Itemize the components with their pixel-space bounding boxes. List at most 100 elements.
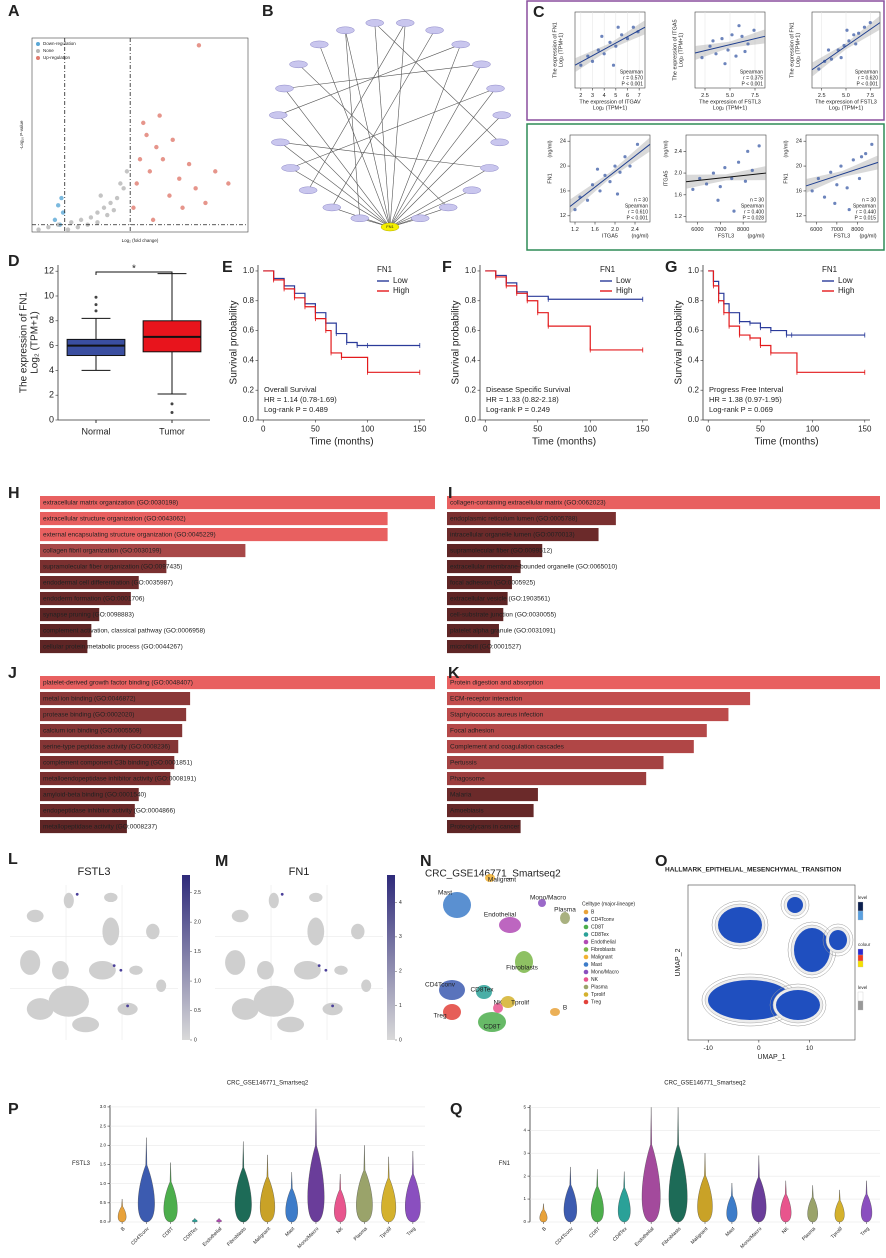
point — [816, 176, 820, 181]
legend-label: High — [838, 286, 854, 295]
expressing-cell — [119, 968, 123, 972]
edge — [389, 114, 502, 228]
y-axis-label: Survival probability — [451, 301, 462, 385]
bar-label: supramolecular fiber (GO:0099512) — [450, 547, 552, 554]
y-tick-label: 16 — [560, 188, 566, 194]
x-tick-label: 10 — [806, 1045, 814, 1052]
point — [131, 205, 136, 210]
point — [585, 198, 590, 202]
colorbar-tick-label: 0 — [194, 1037, 197, 1043]
fit-line — [574, 26, 646, 66]
panel-letter: N — [420, 853, 432, 870]
cell-cloud — [104, 892, 118, 903]
colorbar-tick-label: 1 — [399, 1003, 402, 1009]
cluster — [499, 917, 521, 933]
point — [111, 207, 117, 213]
bar — [447, 640, 491, 654]
x-tick-label: B — [541, 1226, 548, 1233]
legend-swatch — [36, 42, 40, 46]
point — [95, 210, 100, 215]
bar — [447, 820, 521, 834]
stat-text: r = 0.620 — [858, 75, 878, 81]
annotation: Log-rank P = 0.489 — [264, 405, 328, 414]
point — [196, 43, 202, 48]
x-tick-label: 0 — [483, 425, 488, 434]
y-tick-label: 1.2 — [674, 214, 682, 220]
y-axis-label: UMAP_2 — [675, 948, 682, 976]
violin — [780, 1180, 792, 1223]
cell-cloud — [88, 960, 116, 980]
legend-label: CD8Tex — [591, 932, 609, 938]
bar — [447, 804, 534, 818]
bar — [40, 740, 179, 754]
y-tick-label: 6 — [49, 340, 54, 350]
stat-text: P = 0.015 — [855, 215, 877, 221]
bar — [40, 692, 191, 706]
violin — [726, 1182, 738, 1223]
cluster — [538, 899, 546, 907]
edge — [389, 64, 482, 228]
bar — [40, 772, 171, 786]
x-tick-label: 150 — [858, 425, 872, 434]
expressing-cell — [75, 892, 79, 896]
node — [281, 164, 300, 172]
bar — [447, 740, 694, 754]
y-tick-label: 8 — [49, 315, 54, 325]
x-tick-label: 6000 — [810, 227, 822, 233]
y-tick-label: 0.6 — [688, 326, 700, 335]
y-axis-label: The expression of ITGA5 — [672, 19, 678, 80]
colorbar-tick-label: 2.5 — [194, 890, 201, 896]
violin — [117, 1198, 127, 1223]
cell-cloud — [257, 960, 274, 980]
plot-frame — [805, 134, 879, 223]
point — [144, 132, 149, 138]
point — [623, 155, 627, 159]
outlier — [170, 402, 174, 406]
bar — [447, 592, 508, 606]
violin — [563, 1166, 577, 1223]
x-axis-label: The expression of FSTL3 — [699, 99, 761, 105]
x-tick-label: 8000 — [737, 227, 749, 233]
x-tick-label: 7 — [638, 93, 641, 99]
violin — [192, 1217, 198, 1223]
stat-text: P < 0.001 — [742, 81, 764, 87]
violin — [356, 1145, 373, 1223]
y-tick-label: 2 — [49, 390, 54, 400]
density-contour — [711, 900, 769, 950]
stat-text: P = 0.028 — [743, 215, 765, 221]
node — [269, 111, 288, 119]
x-tick-label: 50 — [311, 425, 320, 434]
violin — [285, 1172, 298, 1223]
violin — [138, 1137, 155, 1223]
outlier — [94, 295, 98, 299]
significance-bracket — [95, 271, 173, 275]
node — [350, 214, 370, 223]
cluster-label: Fibroblasts — [506, 965, 539, 972]
y-tick-label: 0.2 — [688, 385, 700, 394]
point — [618, 170, 622, 174]
y-tick-label: 4 — [49, 365, 54, 375]
bar-label: endodermal cell differentiation (GO:0035… — [43, 579, 173, 586]
x-tick-label: 5.0 — [842, 93, 850, 99]
point — [78, 217, 84, 223]
legend-label: Fibroblasts — [591, 947, 616, 953]
violin — [697, 1153, 713, 1223]
x-axis-label: Time (months) — [532, 437, 596, 448]
cell-cloud — [63, 892, 74, 909]
point — [718, 185, 722, 189]
bar — [40, 756, 175, 770]
x-tick-label: 5 — [614, 93, 617, 99]
annotation: HR = 1.38 (0.97-1.95) — [709, 395, 782, 404]
y-tick-label: 12 — [796, 213, 802, 219]
y-axis-unit: (ng/ml) — [783, 140, 789, 157]
stat-text: r = 0.610 — [628, 209, 648, 215]
y-axis-label: ITGA5 — [663, 171, 669, 187]
bar — [447, 772, 647, 786]
edge — [278, 44, 461, 116]
cluster — [476, 985, 492, 999]
bar-label: complement activation, classical pathway… — [43, 627, 205, 634]
legend-title: FN1 — [600, 265, 616, 274]
point — [579, 63, 583, 67]
chart-title: FN1 — [289, 866, 310, 878]
